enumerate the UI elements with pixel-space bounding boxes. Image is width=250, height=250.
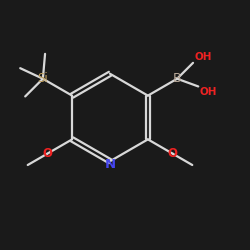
Text: O: O <box>168 147 178 160</box>
Text: OH: OH <box>199 88 217 98</box>
Text: OH: OH <box>194 52 212 62</box>
Text: Si: Si <box>38 72 48 85</box>
Text: O: O <box>42 147 52 160</box>
Text: B: B <box>173 72 182 85</box>
Text: N: N <box>104 158 116 171</box>
